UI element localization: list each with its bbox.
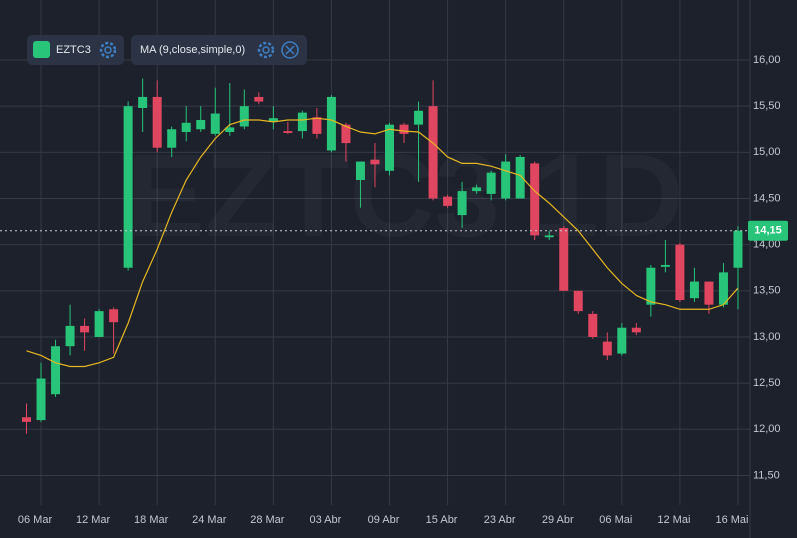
candle-body — [268, 118, 278, 122]
legend-label: MA (9,close,simple,0) — [140, 44, 245, 56]
candle-body — [588, 313, 598, 337]
ma-line — [26, 117, 739, 368]
settings-icon[interactable] — [99, 41, 117, 59]
candle-body — [704, 281, 714, 305]
watermark: EZTC3 1D — [126, 130, 683, 262]
candle-body — [36, 378, 46, 421]
candle-body — [544, 235, 554, 238]
candle-body — [80, 325, 90, 333]
close-icon[interactable] — [281, 41, 299, 59]
candle-body — [573, 290, 583, 312]
marks-layer: 14,15 — [0, 78, 788, 434]
candle-body — [457, 191, 467, 216]
y-tick-label: 13,50 — [753, 285, 781, 297]
y-tick-label: 16,00 — [753, 54, 781, 66]
y-tick-label: 12,00 — [753, 423, 781, 435]
y-tick-label: 13,00 — [753, 331, 781, 343]
candle-body — [109, 309, 119, 323]
x-tick-label: 29 Abr — [542, 514, 574, 526]
y-tick-label: 15,50 — [753, 100, 781, 112]
candle-body — [297, 112, 307, 132]
candle-body — [326, 96, 336, 151]
candle-body — [414, 110, 424, 125]
x-tick-label: 09 Abr — [368, 514, 400, 526]
candle-body — [428, 106, 438, 199]
candle-body — [152, 96, 162, 148]
settings-icon[interactable] — [257, 41, 275, 59]
candle-body — [94, 311, 104, 337]
candle-body — [167, 129, 177, 148]
candle-body — [239, 106, 249, 127]
candle-body — [501, 161, 511, 199]
candle-body — [660, 264, 670, 267]
candle-body — [22, 417, 31, 422]
y-tick-label: 11,50 — [753, 469, 780, 481]
candle-body — [631, 327, 641, 333]
candle-body — [559, 228, 569, 291]
y-tick-label: 14,00 — [753, 239, 781, 251]
plot-layer: 11,50 12,00 12,50 13,00 13,50 14,00 14,50 15,00… — [0, 0, 781, 538]
candle-body — [370, 159, 380, 165]
y-tick-label: 14,50 — [753, 192, 781, 204]
last-price-tag — [748, 220, 788, 241]
candle-body — [617, 327, 627, 354]
candle-body — [254, 96, 264, 102]
legend: EZTC3 MA (9,close,simple,0) — [27, 35, 307, 65]
candle-body — [646, 267, 656, 305]
legend-swatch — [33, 41, 50, 58]
legend-label: EZTC3 — [56, 44, 91, 56]
y-tick-label: 15,00 — [753, 146, 781, 158]
y-tick-label: 12,50 — [753, 377, 781, 389]
candle-body — [689, 281, 699, 299]
candle-body — [283, 131, 293, 133]
candle-body — [530, 163, 540, 236]
candle-body — [196, 120, 206, 130]
candle-body — [210, 113, 220, 134]
x-tick-label: 15 Abr — [426, 514, 458, 526]
candle-body — [399, 124, 409, 134]
candle-body — [486, 172, 496, 194]
candle-body — [385, 124, 394, 171]
x-tick-label: 24 Mar — [192, 514, 227, 526]
x-tick-label: 06 Mai — [599, 514, 632, 526]
candle-body — [312, 117, 322, 134]
candle-body — [718, 272, 728, 305]
x-tick-label: 06 Mar — [18, 514, 53, 526]
last-price-label: 14,15 — [754, 225, 782, 237]
candle-body — [675, 244, 685, 301]
candle-body — [733, 230, 743, 268]
candle-body — [123, 106, 133, 268]
x-tick-label: 12 Mai — [657, 514, 690, 526]
x-tick-label: 16 Mai — [715, 514, 748, 526]
candle-body — [602, 341, 612, 356]
candle-body — [443, 196, 453, 206]
candle-body — [355, 161, 365, 181]
x-tick-label: 03 Abr — [310, 514, 342, 526]
x-tick-label: 12 Mar — [76, 514, 111, 526]
candle-body — [225, 127, 235, 133]
x-tick-label: 28 Mar — [250, 514, 285, 526]
candle-body — [65, 325, 75, 347]
x-tick-label: 18 Mar — [134, 514, 169, 526]
candle-body — [515, 156, 525, 199]
candle-body — [51, 346, 61, 395]
candle-body — [341, 124, 351, 144]
legend-box[interactable] — [27, 35, 124, 65]
x-tick-label: 23 Abr — [484, 514, 516, 526]
candle-body — [472, 187, 482, 192]
candle-body — [138, 96, 148, 109]
candle-body — [181, 122, 191, 133]
